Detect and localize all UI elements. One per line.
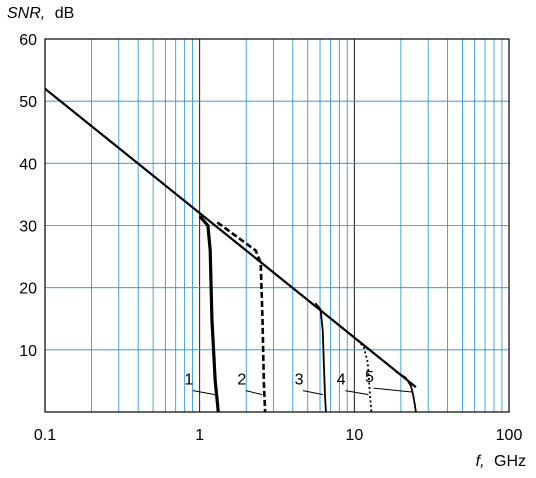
x-tick-label: 0.1 xyxy=(34,427,56,444)
x-axis-variable: f, xyxy=(476,453,485,470)
x-tick-label: 10 xyxy=(345,427,363,444)
series-1-label: 1 xyxy=(184,372,193,389)
x-tick-label: 1 xyxy=(195,427,204,444)
series-labels: 1 2 3 4 5 xyxy=(184,369,413,396)
series-4-line xyxy=(356,339,373,412)
tick-labels: 0.1 1 10 100 10 20 30 40 50 60 xyxy=(19,32,522,444)
y-tick-label: 40 xyxy=(19,156,37,173)
y-axis-variable: SNR, xyxy=(7,5,45,22)
series-2-leader xyxy=(245,390,263,396)
x-axis-unit: GHz xyxy=(494,453,526,470)
grid xyxy=(45,39,509,412)
y-tick-label: 20 xyxy=(19,281,37,298)
series-3-leader xyxy=(302,390,324,396)
y-axis-unit: dB xyxy=(55,5,75,22)
series-3-line xyxy=(314,302,327,412)
x-axis-label: f, GHz xyxy=(476,453,526,470)
y-tick-label: 50 xyxy=(19,94,37,111)
series-5-leader xyxy=(373,387,413,393)
series-1-line xyxy=(198,215,220,412)
y-tick-label: 10 xyxy=(19,343,37,360)
y-tick-label: 30 xyxy=(19,219,37,236)
y-tick-label: 60 xyxy=(19,32,37,49)
series-4-label: 4 xyxy=(337,372,346,389)
series-3-label: 3 xyxy=(295,372,304,389)
plot-frame xyxy=(44,38,510,413)
common-snr-line xyxy=(45,87,417,388)
data-lines xyxy=(45,87,417,412)
series-5-line xyxy=(395,370,417,412)
series-5-label: 5 xyxy=(365,369,374,386)
series-4-leader xyxy=(345,390,369,396)
series-1-leader xyxy=(192,390,216,396)
series-2-line xyxy=(216,221,267,412)
series-2-label: 2 xyxy=(237,372,246,389)
y-axis-label: SNR, dB xyxy=(7,5,74,22)
x-tick-label: 100 xyxy=(496,427,523,444)
